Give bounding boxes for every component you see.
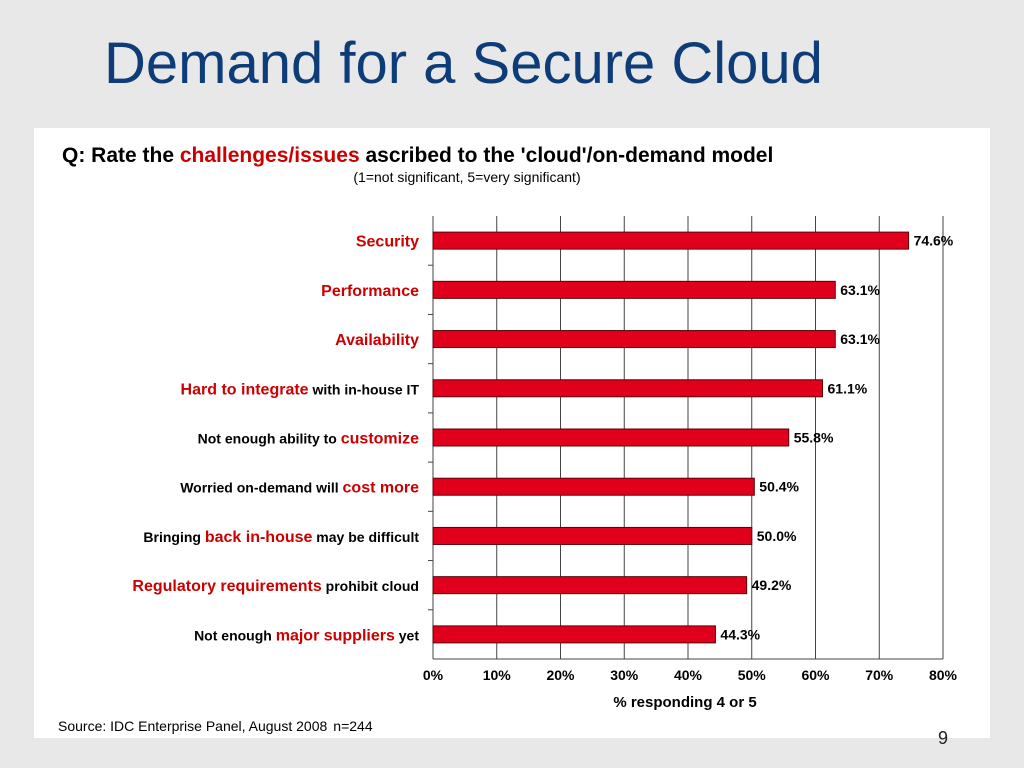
x-tick-label: 70% xyxy=(865,667,894,683)
bar-chart: Q: Rate the challenges/issues ascribed t… xyxy=(58,144,958,734)
bar xyxy=(432,477,755,496)
category-label: Availability xyxy=(335,332,419,349)
category-label-highlight: back in-house xyxy=(205,529,313,546)
category-label: Not enough ability to customize xyxy=(198,431,419,448)
x-tick-label: 50% xyxy=(738,667,767,683)
source-text: Source: IDC Enterprise Panel, August 200… xyxy=(58,718,327,734)
category-label-text: may be difficult xyxy=(312,529,419,545)
x-tick-label: 80% xyxy=(929,667,958,683)
bar xyxy=(432,625,716,644)
bar-value-label: 61.1% xyxy=(828,380,868,396)
x-tick-label: 60% xyxy=(801,667,830,683)
bar xyxy=(432,330,836,349)
chart-question: Q: Rate the challenges/issues ascribed t… xyxy=(62,144,773,167)
label-layer: 74.6% Security 63.1% Performance 63.1% Availa… xyxy=(132,233,953,645)
category-label-text: Not enough xyxy=(194,627,276,643)
source-n: n=244 xyxy=(333,718,373,734)
question-highlight: challenges/issues xyxy=(180,144,360,167)
bar-value-label: 63.1% xyxy=(840,331,880,347)
bar xyxy=(432,428,790,447)
source-note: Source: IDC Enterprise Panel, August 200… xyxy=(58,718,373,734)
category-label: Regulatory requirements prohibit cloud xyxy=(132,578,419,595)
category-label: Bringing back in-house may be difficult xyxy=(143,529,419,546)
category-label-highlight: Availability xyxy=(335,332,419,349)
category-label-highlight: customize xyxy=(341,431,419,448)
bar-value-label: 63.1% xyxy=(840,282,880,298)
bar xyxy=(432,379,824,398)
category-label-highlight: cost more xyxy=(343,480,420,497)
category-label-highlight: Security xyxy=(356,234,419,251)
bar xyxy=(432,576,748,595)
category-label: Not enough major suppliers yet xyxy=(194,627,419,644)
x-tick-label: 40% xyxy=(674,667,703,683)
category-label-text: yet xyxy=(395,627,419,643)
category-label-text: prohibit cloud xyxy=(322,578,419,594)
bar-value-label: 50.0% xyxy=(757,528,797,544)
category-label-text: Bringing xyxy=(143,529,204,545)
bar xyxy=(432,280,836,299)
x-tick-label: 30% xyxy=(610,667,639,683)
slide-title: Demand for a Secure Cloud xyxy=(104,31,823,96)
question-suffix: ascribed to the 'cloud'/on-demand model xyxy=(360,144,774,167)
bar-value-label: 49.2% xyxy=(752,577,792,593)
category-label-text: with in-house IT xyxy=(309,381,420,397)
tick-layer: 0% 10% 20% 30% 40% 50% 60% 70% 80% xyxy=(423,667,958,683)
category-label: Security xyxy=(356,234,419,251)
x-tick-label: 0% xyxy=(423,667,444,683)
category-label-highlight: Regulatory requirements xyxy=(132,578,321,595)
category-label-text: Worried on-demand will xyxy=(180,480,342,496)
category-label-highlight: Hard to integrate xyxy=(181,381,309,398)
bar-value-label: 44.3% xyxy=(720,626,760,642)
bar-value-label: 55.8% xyxy=(794,430,834,446)
bar-layer xyxy=(432,231,910,644)
bar xyxy=(432,526,753,545)
category-label: Hard to integrate with in-house IT xyxy=(181,381,420,398)
category-label-highlight: major suppliers xyxy=(276,627,395,644)
chart-subtitle: (1=not significant, 5=very significant) xyxy=(353,169,580,185)
category-label-text: Not enough ability to xyxy=(198,431,341,447)
category-label: Performance xyxy=(321,283,419,300)
bar-value-label: 50.4% xyxy=(759,479,799,495)
x-tick-label: 10% xyxy=(483,667,512,683)
chart-panel: Q: Rate the challenges/issues ascribed t… xyxy=(34,128,990,738)
page-number: 9 xyxy=(938,728,949,748)
x-axis-label: % responding 4 or 5 xyxy=(613,694,756,711)
x-tick-label: 20% xyxy=(546,667,575,683)
bar xyxy=(432,231,910,250)
category-label-highlight: Performance xyxy=(321,283,419,300)
category-label: Worried on-demand will cost more xyxy=(180,480,419,497)
bar-value-label: 74.6% xyxy=(914,233,954,249)
question-prefix: Q: Rate the xyxy=(62,144,180,167)
